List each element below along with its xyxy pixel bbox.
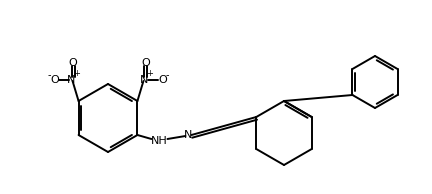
Text: -: - (48, 70, 51, 80)
Text: -: - (166, 70, 169, 80)
Text: N: N (140, 75, 149, 85)
Text: O: O (141, 58, 150, 68)
Text: N: N (67, 75, 76, 85)
Text: N: N (184, 130, 193, 140)
Text: O: O (68, 58, 77, 68)
Text: NH: NH (151, 136, 168, 146)
Text: O: O (158, 75, 167, 85)
Text: +: + (146, 69, 153, 79)
Text: O: O (50, 75, 59, 85)
Text: +: + (73, 69, 80, 79)
